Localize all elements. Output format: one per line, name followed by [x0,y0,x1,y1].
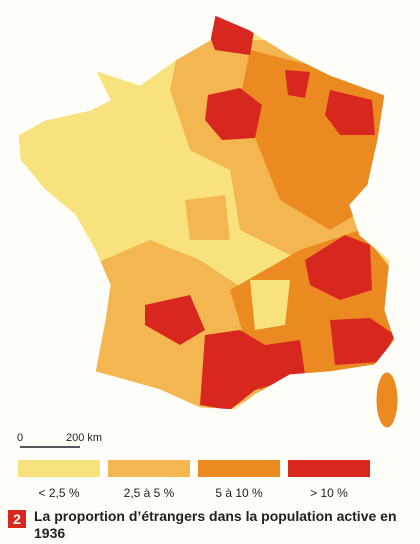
figure-number: 2 [8,510,26,528]
region [185,195,230,240]
legend-swatch [18,460,100,477]
legend-swatch [288,460,370,477]
legend-swatch [198,460,280,477]
region [330,318,395,365]
legend-label: > 10 % [310,486,348,500]
region [285,70,310,98]
region [205,88,262,140]
legend-label: 5 à 10 % [215,486,263,500]
region [325,90,375,135]
map: 0 200 km < 2,5 % 2,5 à 5 % 5 à 10 % > 10 % [17,14,399,500]
legend-label: < 2,5 % [38,486,79,500]
region [250,280,290,330]
legend-label: 2,5 à 5 % [124,486,175,500]
region [145,295,205,345]
region [200,330,305,410]
region [240,50,390,230]
scale-start: 0 [17,432,23,444]
caption: La proportion d’étrangers dans la popula… [34,508,397,541]
border [17,14,396,411]
scale-end: 200 km [66,432,102,444]
corsica [375,371,399,429]
france [18,15,395,410]
region [305,235,372,300]
legend-swatch [108,460,190,477]
